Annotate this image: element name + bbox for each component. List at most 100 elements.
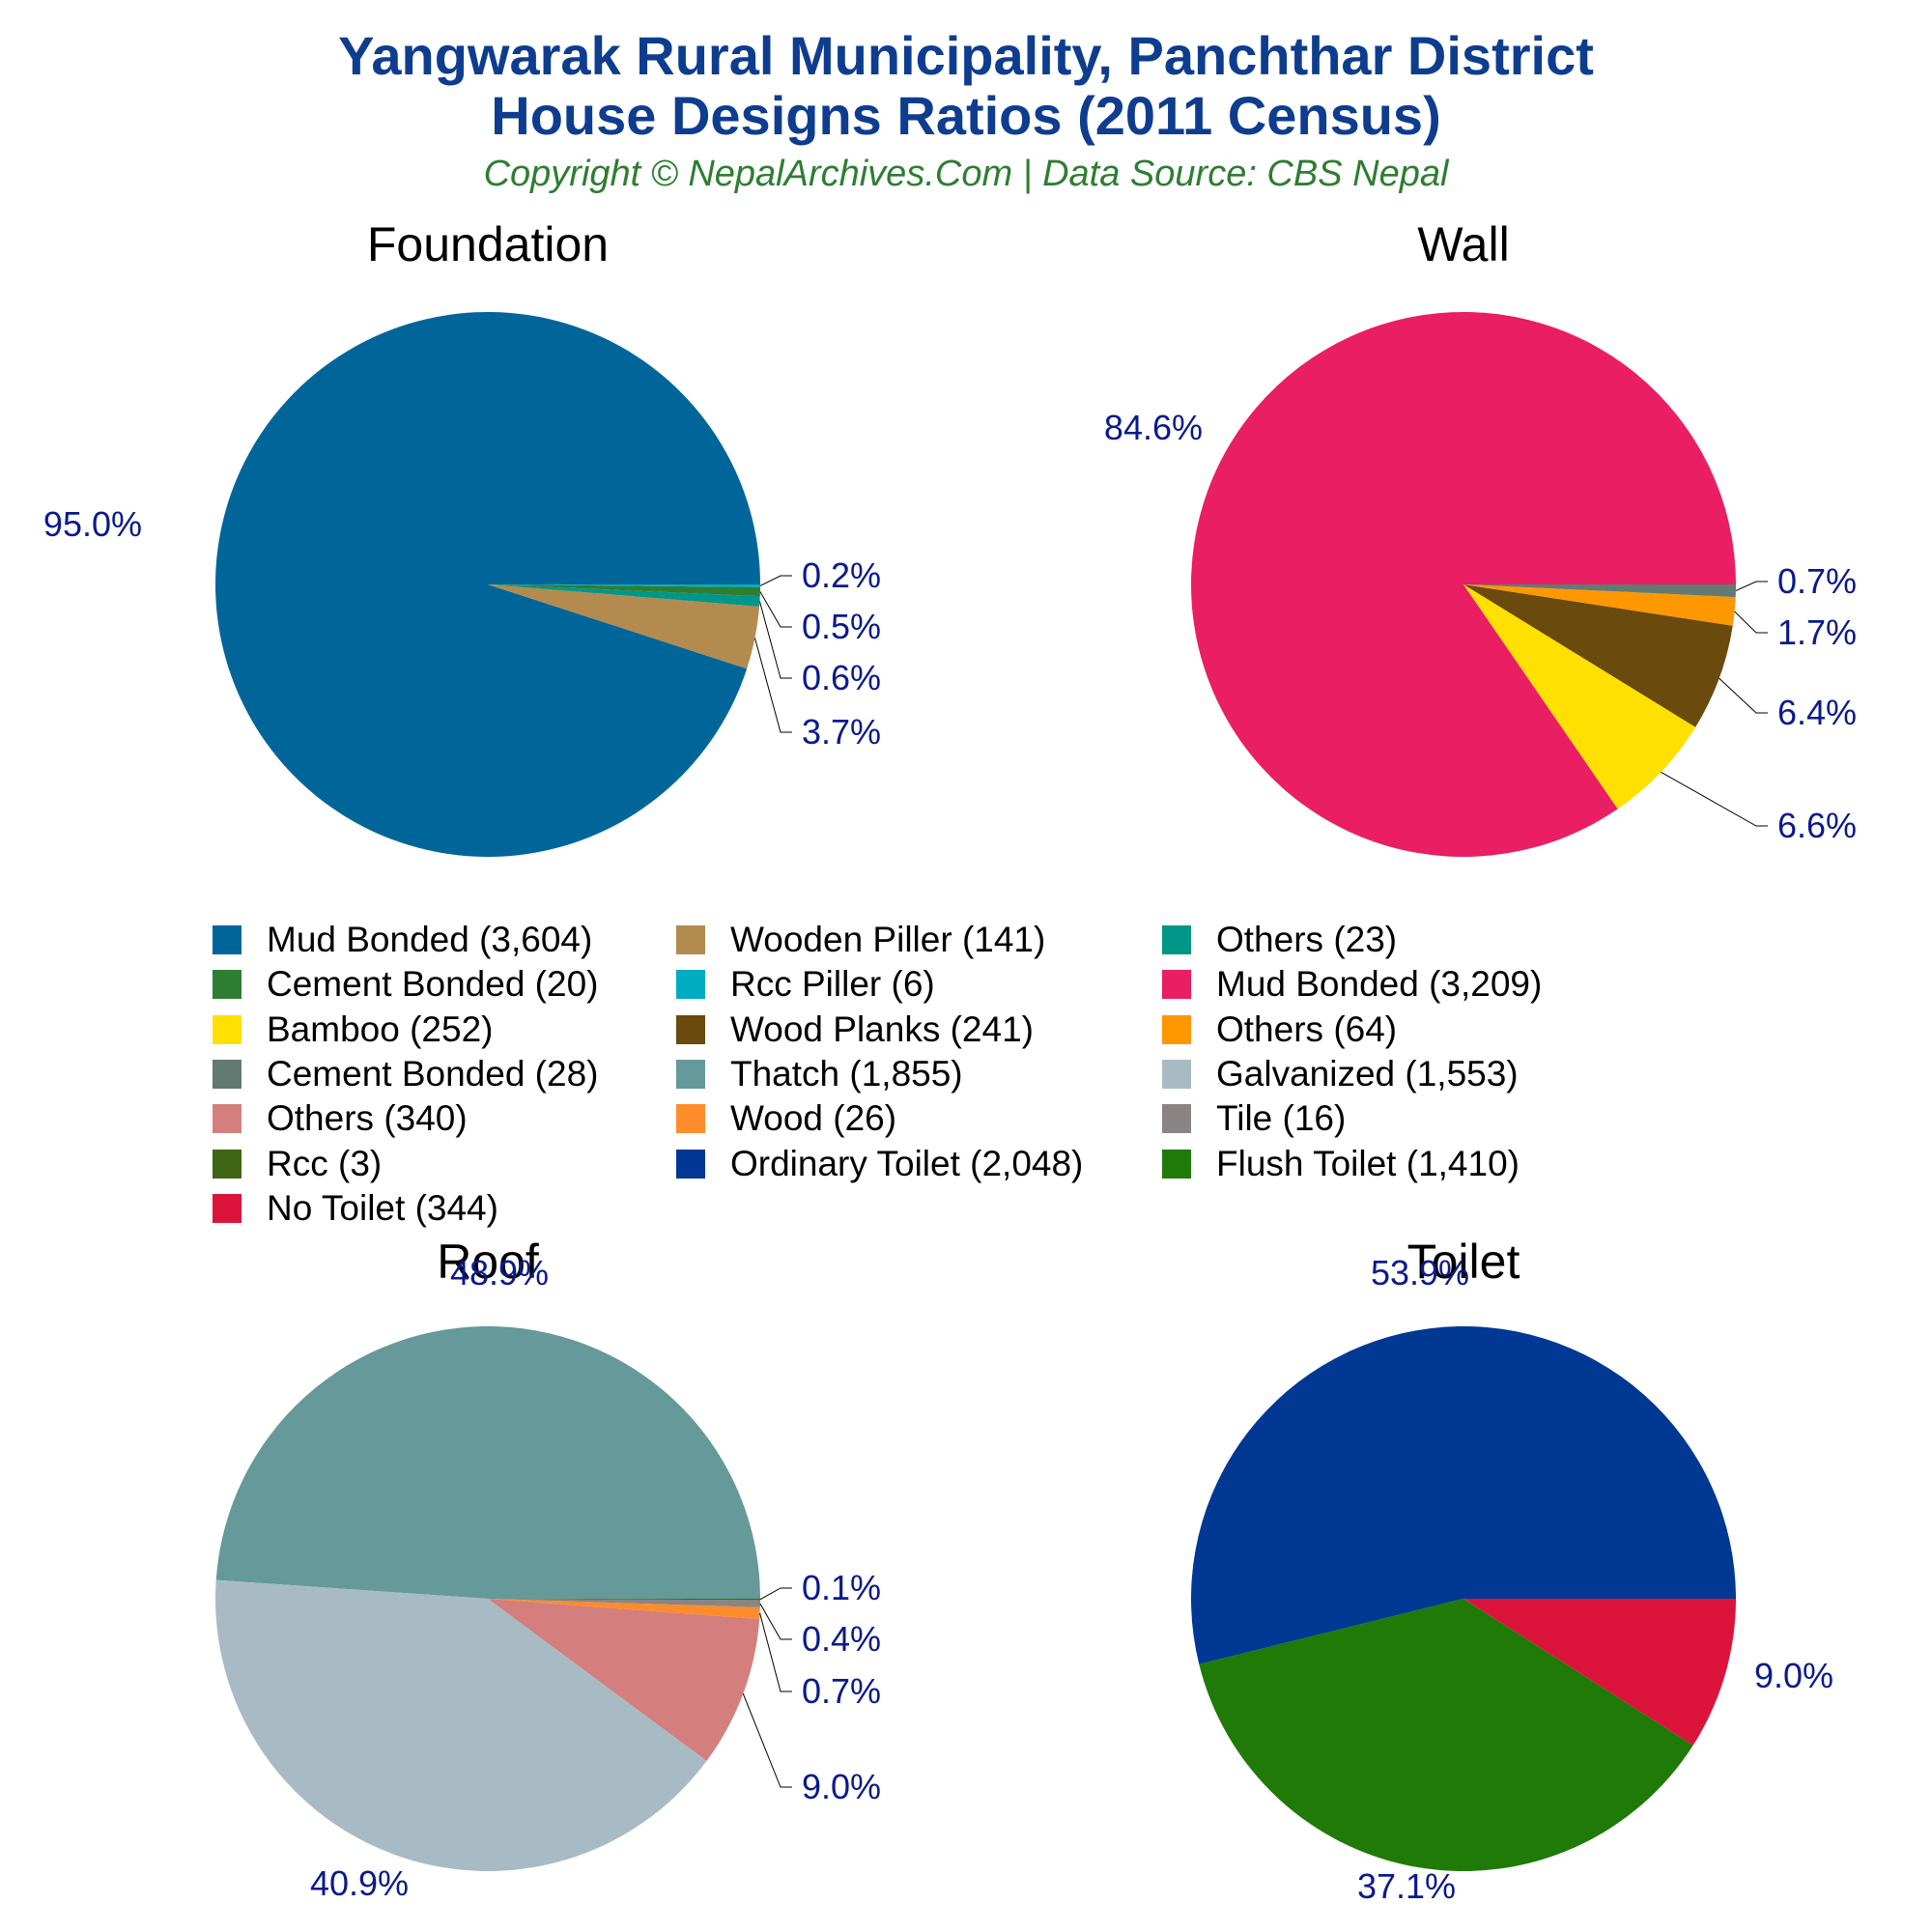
pie-label-foundation: 95.0% xyxy=(43,504,142,544)
pie-label-foundation: 0.6% xyxy=(802,658,881,697)
pie-slice-roof-thatch xyxy=(215,1326,761,1599)
pie-label-foundation: 0.2% xyxy=(802,555,881,595)
legend-label: Others (23) xyxy=(1216,920,1398,959)
legend-item: Rcc Piller (6) xyxy=(676,962,935,1007)
leader-line xyxy=(759,1587,792,1601)
leader-line xyxy=(1719,677,1768,714)
legend: Mud Bonded (3,604) Cement Bonded (20) Bamb… xyxy=(213,918,1662,1236)
pie-label-roof: 0.7% xyxy=(802,1671,881,1711)
pie-slice-roof-galvanized xyxy=(215,1579,707,1871)
leader-line xyxy=(1734,611,1768,634)
legend-item: Tile (16) xyxy=(1162,1096,1346,1141)
legend-label: Cement Bonded (28) xyxy=(267,1053,599,1094)
pie-label-roof: 48.9% xyxy=(450,1253,549,1293)
leader-line xyxy=(759,1612,792,1692)
legend-swatch xyxy=(213,1193,242,1223)
pie-label-toilet: 53.9% xyxy=(1371,1253,1469,1293)
pie-label-wall: 0.7% xyxy=(1777,561,1857,601)
legend-swatch xyxy=(213,970,242,1000)
legend-item: Others (340) xyxy=(213,1096,468,1141)
legend-swatch xyxy=(213,1014,242,1044)
pie-label-wall: 84.6% xyxy=(1104,408,1203,447)
legend-swatch xyxy=(213,1104,242,1134)
legend-item: Thatch (1,855) xyxy=(676,1052,963,1096)
pie-slice-wall-wood-planks xyxy=(1463,584,1733,727)
pie-slice-foundation-others xyxy=(488,584,760,607)
pie-label-toilet: 37.1% xyxy=(1357,1866,1456,1906)
chart-subtitle: Copyright © NepalArchives.Com | Data Sou… xyxy=(483,154,1449,194)
legend-label: Tile (16) xyxy=(1216,1098,1347,1139)
leader-line xyxy=(759,575,792,586)
legend-item: Rcc (3) xyxy=(213,1142,382,1186)
leader-line xyxy=(1661,771,1768,827)
pie-slice-foundation-wooden-piller xyxy=(488,584,760,669)
leader-line xyxy=(758,601,792,679)
legend-item: Others (64) xyxy=(1162,1008,1397,1052)
legend-swatch xyxy=(213,1059,242,1089)
legend-item: Ordinary Toilet (2,048) xyxy=(676,1142,1083,1186)
pie-slice-wall-others xyxy=(1463,584,1736,626)
legend-label: Wood (26) xyxy=(730,1098,897,1139)
pie-label-roof: 0.1% xyxy=(802,1568,881,1607)
pie-label-wall: 6.6% xyxy=(1777,806,1857,845)
pie-label-foundation: 3.7% xyxy=(802,712,881,752)
legend-swatch xyxy=(676,925,705,954)
pie-slice-wall-cement-bonded xyxy=(1463,584,1736,598)
legend-swatch xyxy=(676,1059,705,1089)
pie-foundation: Foundation 95.0% 3.7% 0.6% 0.5% 0.2% xyxy=(43,217,881,858)
leader-line xyxy=(742,1693,792,1788)
legend-item: Cement Bonded (28) xyxy=(213,1052,598,1096)
legend-item: Flush Toilet (1,410) xyxy=(1162,1142,1520,1186)
legend-swatch xyxy=(1162,925,1191,954)
pie-slice-toilet-flush-toilet xyxy=(1199,1599,1693,1871)
chart-title-line2: House Designs Ratios (2011 Census) xyxy=(491,85,1441,146)
pie-label-toilet: 9.0% xyxy=(1754,1656,1833,1695)
legend-swatch xyxy=(213,925,242,954)
legend-label: Others (340) xyxy=(267,1098,468,1139)
legend-swatch xyxy=(1162,1059,1191,1089)
pie-slice-foundation-cement-bonded xyxy=(488,584,760,597)
legend-label: Bamboo (252) xyxy=(267,1009,494,1049)
legend-swatch xyxy=(1162,970,1191,1000)
legend-label: Thatch (1,855) xyxy=(730,1053,963,1094)
pie-label-roof: 40.9% xyxy=(310,1863,409,1903)
legend-item: Cement Bonded (20) xyxy=(213,962,598,1007)
pie-title-foundation: Foundation xyxy=(367,217,609,271)
legend-swatch xyxy=(676,1014,705,1044)
legend-label: Flush Toilet (1,410) xyxy=(1216,1143,1520,1183)
legend-label: Rcc Piller (6) xyxy=(730,964,935,1005)
legend-label: Rcc (3) xyxy=(267,1143,383,1183)
legend-swatch xyxy=(676,970,705,1000)
legend-swatch xyxy=(676,1104,705,1134)
pie-title-toilet: Toilet xyxy=(1407,1235,1520,1289)
pie-slice-wall-bamboo xyxy=(1463,584,1696,810)
leader-line xyxy=(759,1603,792,1640)
leader-line xyxy=(1735,581,1768,591)
legend-item: Wood (26) xyxy=(676,1096,896,1141)
legend-item: Mud Bonded (3,209) xyxy=(1162,962,1542,1007)
pie-title-wall: Wall xyxy=(1417,217,1509,271)
pie-title-roof: Roof xyxy=(437,1235,539,1289)
legend-swatch xyxy=(676,1149,705,1179)
legend-label: No Toilet (344) xyxy=(267,1187,498,1228)
leader-line xyxy=(754,638,792,733)
pie-label-roof: 9.0% xyxy=(802,1767,881,1806)
legend-label: Others (64) xyxy=(1216,1009,1398,1049)
legend-item: Mud Bonded (3,604) xyxy=(213,918,592,962)
legend-item: Wooden Piller (141) xyxy=(676,918,1045,962)
legend-item: No Toilet (344) xyxy=(213,1186,498,1231)
legend-label: Mud Bonded (3,209) xyxy=(1216,964,1543,1005)
legend-item: Galvanized (1,553) xyxy=(1162,1052,1519,1096)
legend-item: Wood Planks (241) xyxy=(676,1008,1034,1052)
legend-swatch xyxy=(213,1149,242,1179)
legend-swatch xyxy=(1162,1104,1191,1134)
legend-label: Ordinary Toilet (2,048) xyxy=(730,1143,1084,1183)
legend-label: Wooden Piller (141) xyxy=(730,920,1046,959)
legend-label: Mud Bonded (3,604) xyxy=(267,920,593,959)
pie-slice-toilet-no-toilet xyxy=(1463,1599,1736,1746)
legend-item: Others (23) xyxy=(1162,918,1397,962)
pie-slice-roof-others xyxy=(488,1599,760,1761)
